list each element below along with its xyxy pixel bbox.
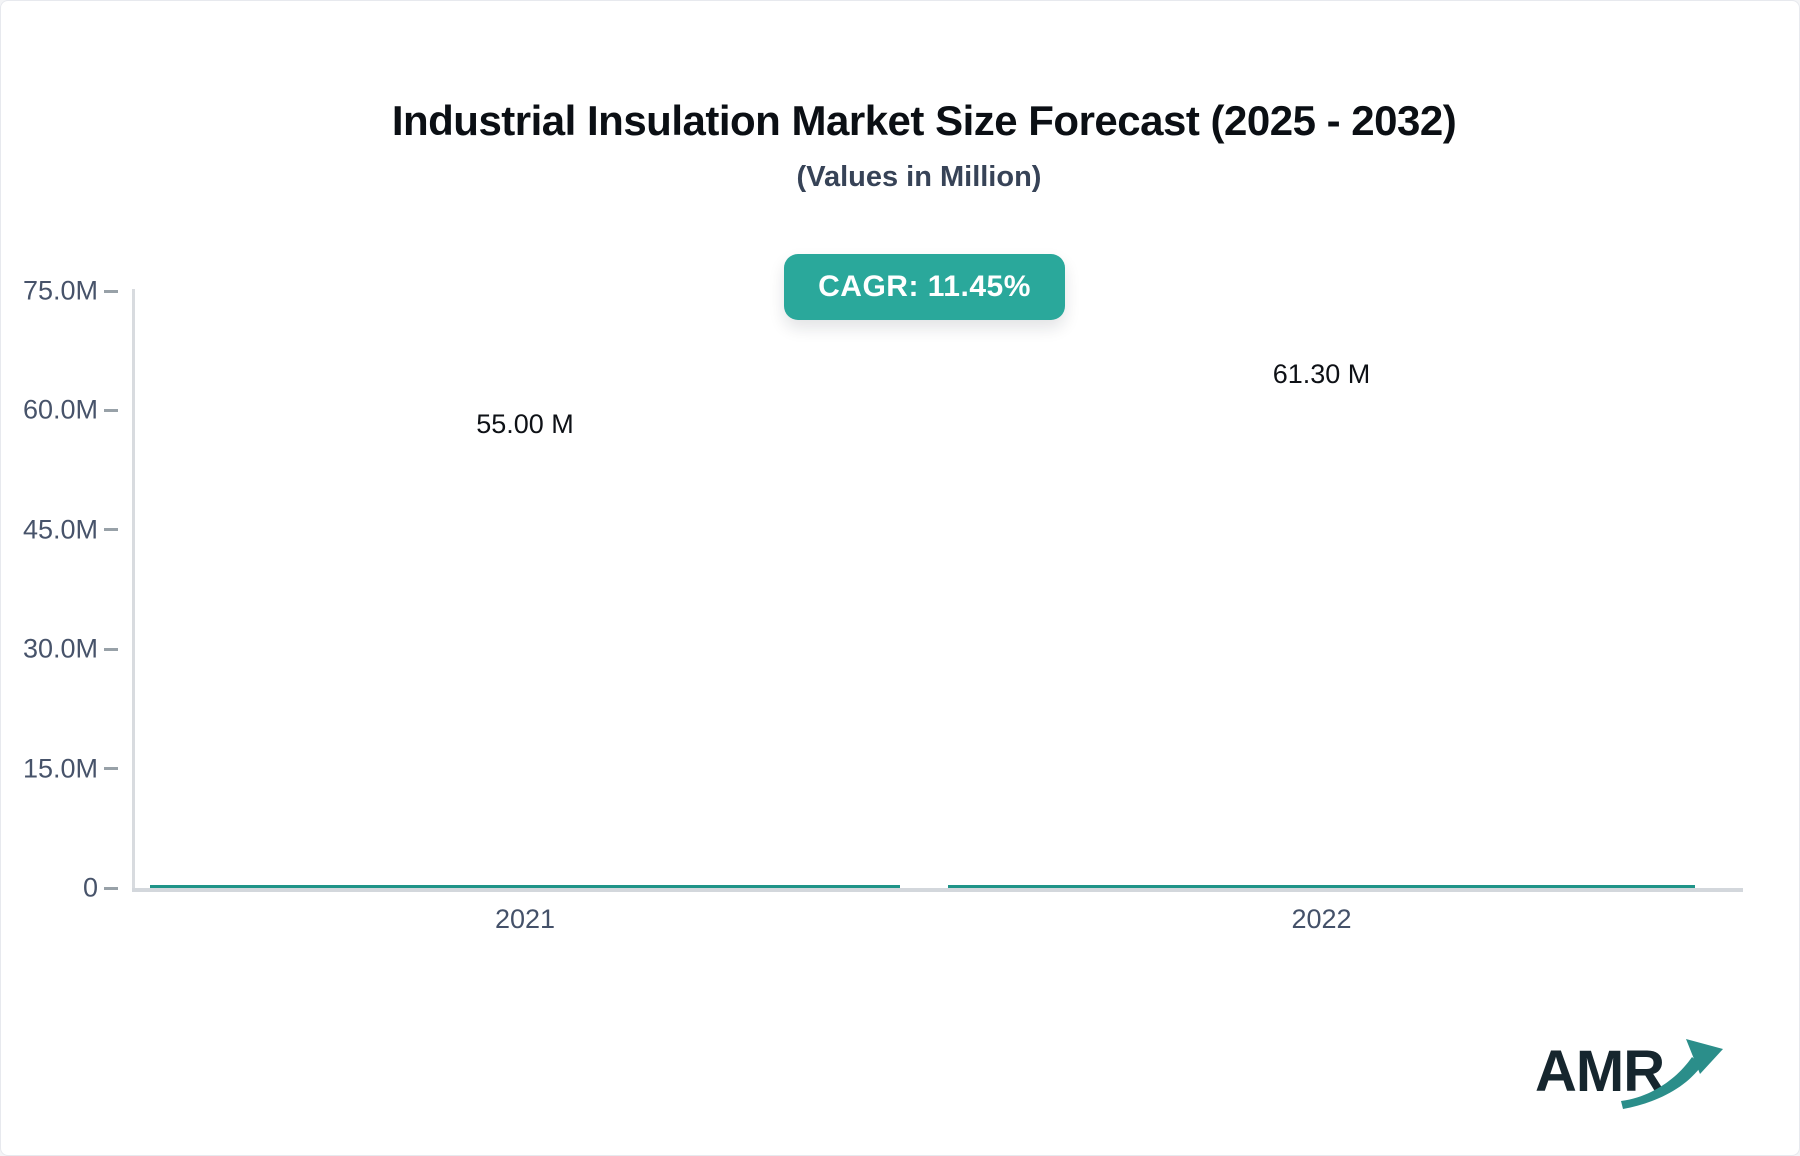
x-axis-category-label: 2022 [1291,903,1352,934]
bar-2022: 61.30 M 2022 [948,359,1695,934]
y-tick-label: 45.0M [22,514,98,545]
bar-value-label: 55.00 M [476,409,574,440]
y-tick-mark [104,408,118,412]
y-tick-mark [104,289,118,293]
y-axis-line [132,289,135,892]
y-tick-mark [104,886,118,890]
y-tick-label: 0 [82,872,98,903]
cagr-badge: CAGR: 11.45% [784,254,1065,320]
y-tick-label: 15.0M [22,753,98,784]
growth-arrow-icon [1621,1039,1723,1109]
y-tick-label: 60.0M [22,394,98,425]
chart-title: Industrial Insulation Market Size Foreca… [391,97,1457,144]
y-tick-label: 30.0M [22,633,98,664]
bar-2021: 55.00 M 2021 [150,409,900,934]
y-tick-mark [104,528,118,532]
chart-subtitle: (Values in Million) [796,161,1042,193]
y-tick-mark [104,767,118,771]
x-axis-line [132,888,1743,892]
bar-value-label: 61.30 M [1272,359,1371,390]
x-axis-category-label: 2021 [494,903,556,934]
y-tick-mark [104,647,118,651]
bar-rect [150,884,900,888]
amr-logo: AMR [1529,1027,1739,1117]
amr-logo-text: AMR [1535,1039,1664,1104]
y-tick-label: 75.0M [22,275,98,306]
bar-rect [948,884,1695,888]
